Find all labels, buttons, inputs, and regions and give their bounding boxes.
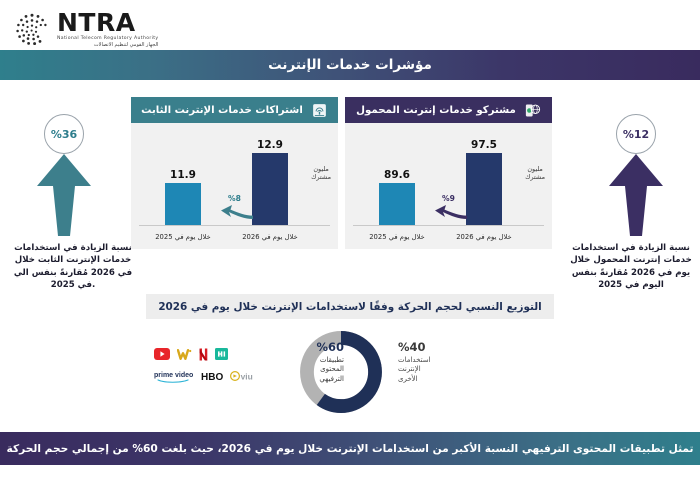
growth-pct-fixed: %8 — [228, 194, 241, 203]
side-stat-caption-mobile: نسبة الزيادة في استخدامات خدمات إنترنت ا… — [570, 243, 692, 291]
donut-label-minor: %40 استخدامات الإنترنت الأخرى — [398, 340, 494, 384]
side-stat-fixed-growth: %36 نسبة الزيادة في استخدامات خدمات الإن… — [0, 114, 132, 292]
curved-left-arrow-icon — [434, 205, 467, 219]
bar-value-mobile-2026: 97.5 — [471, 139, 497, 151]
donut-section-title-text: التوزيع النسبي لحجم الحركة وفقًا لاستخدا… — [158, 300, 542, 313]
brand-row-1 — [154, 346, 266, 362]
mobile-globe-icon — [525, 104, 540, 116]
panel-fixed-internet: اشتراكات خدمات الإنترنت الثابت مليون مشت… — [131, 97, 338, 249]
side-stat-caption-fixed: نسبة الزيادة في استخدامات خدمات الإنترنت… — [13, 243, 133, 291]
panel-body-fixed: مليون مشترك 12.9 11.9 %8 خلال يوم في 202… — [131, 123, 338, 249]
panel-mobile-internet: مشتركو خدمات إنترنت المحمول مليون مشترك … — [345, 97, 552, 249]
panel-header-mobile: مشتركو خدمات إنترنت المحمول — [345, 97, 552, 123]
bar-group-mobile-2026: 97.5 — [452, 139, 516, 225]
axis-unit-fixed: مليون مشترك — [311, 165, 331, 181]
footer-text: تمثل تطبيقات المحتوى الترفيهي النسبة الأ… — [6, 442, 694, 455]
bar-value-fixed-2026: 12.9 — [257, 139, 283, 151]
growth-badge-fixed: %36 — [44, 114, 84, 154]
netflix-logo — [199, 348, 208, 360]
growth-pct-mobile: %9 — [442, 194, 455, 203]
donut-pct-minor: %40 — [398, 340, 426, 354]
bar-group-mobile-2025: 89.6 — [365, 169, 429, 225]
brand-row-2: prime video HBO viu — [154, 368, 266, 384]
donut-label-major: %60 تطبيقات المحتوى الترفيهي — [248, 340, 344, 384]
curved-left-arrow-icon — [220, 205, 253, 219]
bar-label-mobile-2025: خلال يوم في 2025 — [369, 233, 425, 241]
bar-group-fixed-2026: 12.9 — [238, 139, 302, 225]
bar-value-mobile-2025: 89.6 — [384, 169, 410, 181]
footer-bar: تمثل تطبيقات المحتوى الترفيهي النسبة الأ… — [0, 432, 700, 465]
side-stat-mobile-growth: %12 نسبة الزيادة في استخدامات خدمات إنتر… — [570, 114, 700, 292]
panel-title-fixed: اشتراكات خدمات الإنترنت الثابت — [141, 104, 303, 116]
ntra-dots-icon — [16, 13, 47, 46]
page-header-bar: مؤشرات خدمات الإنترنت — [0, 50, 700, 80]
brand-logos: prime video HBO viu — [154, 346, 266, 384]
page-title: مؤشرات خدمات الإنترنت — [268, 57, 432, 73]
panel-body-mobile: مليون مشترك 97.5 89.6 %9 خلال يوم في 202… — [345, 123, 552, 249]
growth-arrow-mobile: %9 — [427, 194, 471, 221]
donut-section: %60 تطبيقات المحتوى الترفيهي %40 استخدام… — [140, 326, 560, 418]
axis-line-fixed — [139, 225, 330, 226]
bar-group-fixed-2025: 11.9 — [151, 169, 215, 225]
shahid-logo — [215, 348, 228, 360]
bar-mobile-2026 — [466, 153, 502, 225]
youtube-logo — [154, 348, 170, 360]
growth-badge-mobile: %12 — [616, 114, 656, 154]
donut-section-header: التوزيع النسبي لحجم الحركة وفقًا لاستخدا… — [146, 294, 554, 319]
donut-desc-minor: استخدامات الإنترنت الأخرى — [398, 356, 431, 383]
prime-video-logo: prime video — [154, 372, 193, 383]
donut-pct-major: %60 — [316, 340, 344, 354]
bar-label-fixed-2026: خلال يوم في 2026 — [242, 233, 298, 241]
prime-video-logo-text: prime video — [154, 372, 193, 379]
logo-subtitle-en: National Telecom Regulatory Authority — [57, 35, 159, 41]
viu-logo-text: viu — [241, 371, 253, 381]
traffic-donut-chart — [300, 331, 382, 413]
growth-arrow-fixed: %8 — [213, 194, 257, 221]
up-arrow-teal-icon — [37, 154, 91, 236]
bar-label-fixed-2025: خلال يوم في 2025 — [155, 233, 211, 241]
viu-logo: viu — [230, 371, 253, 381]
up-arrow-purple-icon — [609, 154, 663, 236]
bars-row-fixed: 12.9 11.9 — [131, 135, 338, 225]
bar-fixed-2025 — [165, 183, 201, 225]
logo-wordmark: NTRA — [57, 7, 136, 37]
axis-line-mobile — [353, 225, 544, 226]
donut-desc-major: تطبيقات المحتوى الترفيهي — [319, 356, 344, 383]
watchit-logo — [177, 348, 192, 360]
panel-header-fixed: اشتراكات خدمات الإنترنت الثابت — [131, 97, 338, 123]
bar-mobile-2025 — [379, 183, 415, 225]
hbo-logo: HBO — [201, 372, 223, 382]
bar-fixed-2026 — [252, 153, 288, 225]
ntra-logo: NTRA National Telecom Regulatory Authori… — [14, 9, 214, 49]
axis-unit-mobile: مليون مشترك — [525, 165, 545, 181]
logo-subtitle-ar: الجهاز القومي لتنظيم الاتصالات — [93, 42, 159, 49]
panel-title-mobile: مشتركو خدمات إنترنت المحمول — [356, 104, 516, 116]
bar-value-fixed-2025: 11.9 — [170, 169, 196, 181]
bar-label-mobile-2026: خلال يوم في 2026 — [456, 233, 512, 241]
router-icon — [312, 103, 326, 117]
bars-row-mobile: 97.5 89.6 — [345, 135, 552, 225]
hbo-logo-text: HBO — [201, 372, 223, 382]
